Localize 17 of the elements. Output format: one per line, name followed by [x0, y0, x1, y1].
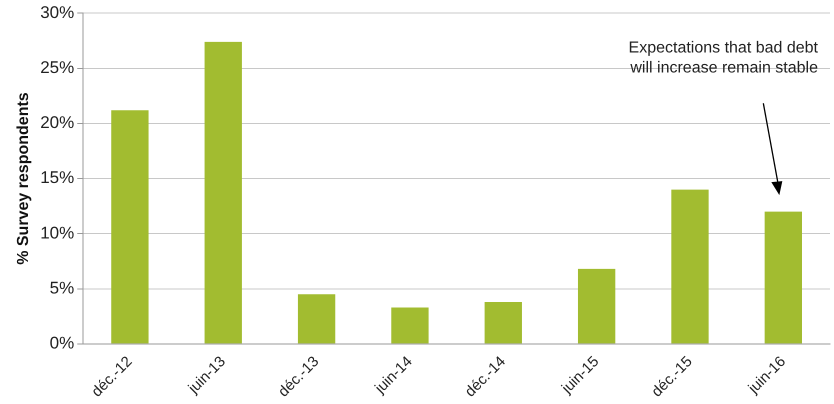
y-tick-label: 10% [40, 223, 74, 242]
y-tick-label: 15% [40, 168, 74, 188]
bar [764, 212, 802, 344]
bar [484, 302, 522, 344]
y-tick-label: 25% [40, 58, 74, 78]
y-tick-label: 0% [50, 334, 74, 353]
bar [671, 190, 709, 344]
annotation: Expectations that bad debt will increase remain stable [628, 40, 819, 77]
y-tick-label: 5% [50, 278, 74, 298]
bar [391, 308, 429, 344]
y-tick-label: 20% [40, 113, 74, 132]
y-axis-title: % Survey respondents [15, 92, 32, 265]
bar [578, 268, 616, 344]
bar [204, 42, 242, 344]
bar [111, 110, 149, 344]
bar [298, 294, 336, 344]
y-tick-label: 30% [40, 2, 74, 22]
